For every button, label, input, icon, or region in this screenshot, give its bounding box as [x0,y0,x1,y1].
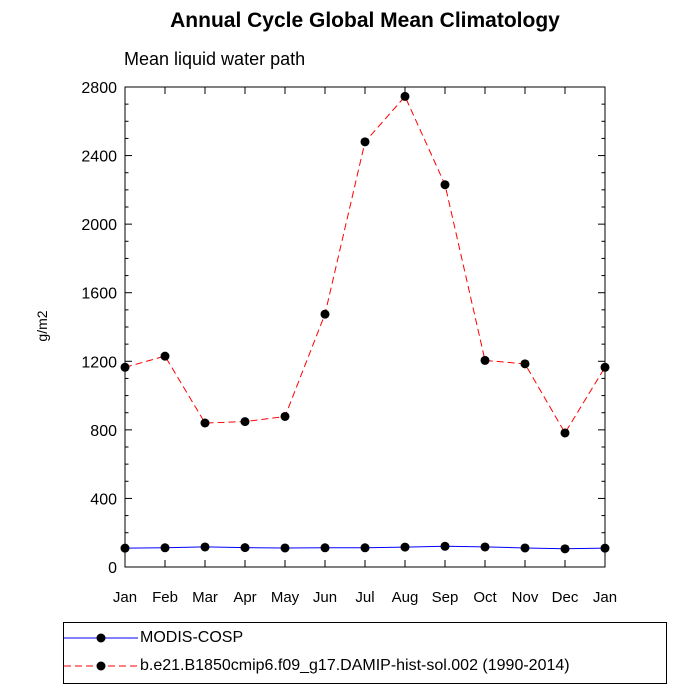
x-tick-label: Jun [313,589,337,606]
data-point-series-1 [440,180,450,190]
x-tick-label: Aug [392,589,419,606]
data-point-series-1 [200,418,210,428]
x-tick-label: Dec [552,589,579,606]
x-tick-label: Mar [192,589,218,606]
data-point-series-1 [160,351,170,361]
data-point-series-0 [280,543,290,553]
data-point-series-1 [360,137,370,147]
data-point-series-0 [320,543,330,553]
plot-frame [124,86,606,568]
y-tick-label: 800 [90,423,117,440]
data-point-series-1 [280,411,290,421]
y-tick-label: 2000 [81,217,117,234]
legend-entry-0: MODIS-COSP [64,627,664,649]
data-point-series-1 [520,359,530,369]
legend-sample-0 [64,633,138,643]
x-tick-label: Jan [113,589,137,606]
x-tick-label: Jan [593,589,617,606]
data-point-series-0 [560,544,570,554]
data-point-series-1 [560,428,570,438]
y-tick-label: 400 [90,491,117,508]
data-point-series-1 [480,355,490,365]
x-tick-label: Nov [512,589,539,606]
series-line-1 [124,95,606,434]
x-tick-label: Oct [473,589,497,606]
data-point-series-0 [480,542,490,552]
legend-entry-1: b.e21.B1850cmip6.f09_g17.DAMIP-hist-sol.… [64,655,664,677]
x-tick-label: Sep [432,589,459,606]
legend: MODIS-COSP b.e21.B1850cmip6.f09_g17.DAMI… [63,622,667,684]
data-point-series-1 [240,417,250,427]
data-point-series-0 [160,543,170,553]
legend-label-0: MODIS-COSP [140,629,244,646]
data-point-series-0 [440,541,450,551]
data-point-series-0 [120,543,130,553]
data-point-series-0 [200,542,210,552]
data-point-series-0 [520,543,530,553]
x-tick-label: Apr [233,589,256,606]
data-point-series-1 [400,91,410,101]
x-tick-label: May [271,589,300,606]
axis-ticks: 0 400 800 1200 1600 2000 2400 2800 Jan Feb Mar Apr M… [81,80,617,606]
series-layer [120,91,610,554]
x-tick-label: Feb [152,589,178,606]
data-point-series-0 [400,542,410,552]
data-point-series-1 [120,362,130,372]
data-point-series-0 [240,543,250,553]
data-point-series-1 [320,309,330,319]
y-tick-label: 0 [108,560,117,577]
legend-sample-1 [64,661,138,671]
data-point-series-0 [360,543,370,553]
x-tick-label: Jul [355,589,374,606]
legend-label-1: b.e21.B1850cmip6.f09_g17.DAMIP-hist-sol.… [140,657,570,674]
chart-title: Annual Cycle Global Mean Climatology [170,9,560,32]
y-tick-label: 2400 [81,149,117,166]
chart-subtitle: Mean liquid water path [124,49,306,69]
line-chart: 0 400 800 1200 1600 2000 2400 2800 Jan Feb Mar Apr M… [81,80,617,606]
data-point-series-0 [600,543,610,553]
data-point-series-1 [600,362,610,372]
y-tick-label: 1200 [81,354,117,371]
y-tick-label: 1600 [81,286,117,303]
y-tick-label: 2800 [81,80,117,97]
